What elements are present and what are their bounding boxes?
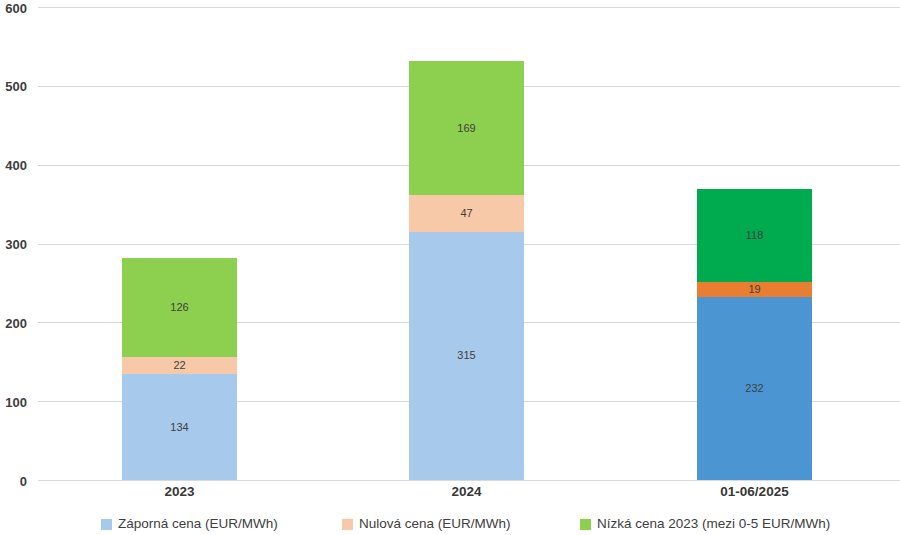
bar-segment: 169 [409,61,524,194]
data-label: 47 [460,208,472,219]
y-tick-label-0: 0 [0,474,27,487]
bar-segment: 126 [122,258,237,357]
stacked-bar-chart: 0 100 200 300 400 500 600 134 22 126 2023 315 47 169 2… [0,0,900,535]
bar-2023: 134 22 126 [122,0,237,480]
plot-area: 0 100 200 300 400 500 600 134 22 126 2023 315 47 169 2… [0,0,900,535]
y-tick-label-300: 300 [0,238,27,251]
bar-01-06/2025: 232 19 118 [697,0,812,480]
gridline-0 [38,480,900,481]
bar-segment: 134 [122,374,237,480]
bar-segment: 22 [122,357,237,374]
data-label: 126 [170,302,188,313]
bar-segment: 19 [697,282,812,297]
bar-2024: 315 47 169 [409,0,524,480]
y-tick-label-500: 500 [0,80,27,93]
data-label: 315 [457,350,475,361]
y-tick-label-200: 200 [0,316,27,329]
bar-segment: 315 [409,232,524,480]
y-tick-label-100: 100 [0,395,27,408]
x-tick-label-2024: 2024 [451,485,481,499]
y-tick-label-400: 400 [0,159,27,172]
data-label: 22 [173,360,185,371]
data-label: 232 [745,383,763,394]
data-label: 19 [748,284,760,295]
x-tick-label-2023: 2023 [164,485,194,499]
bar-segment: 47 [409,195,524,232]
bar-segment: 232 [697,297,812,480]
data-label: 169 [457,123,475,134]
bar-segment: 118 [697,189,812,282]
y-tick-label-600: 600 [0,1,27,14]
data-label: 134 [170,422,188,433]
x-tick-label-01-06/2025: 01-06/2025 [720,485,788,499]
data-label: 118 [746,230,764,241]
